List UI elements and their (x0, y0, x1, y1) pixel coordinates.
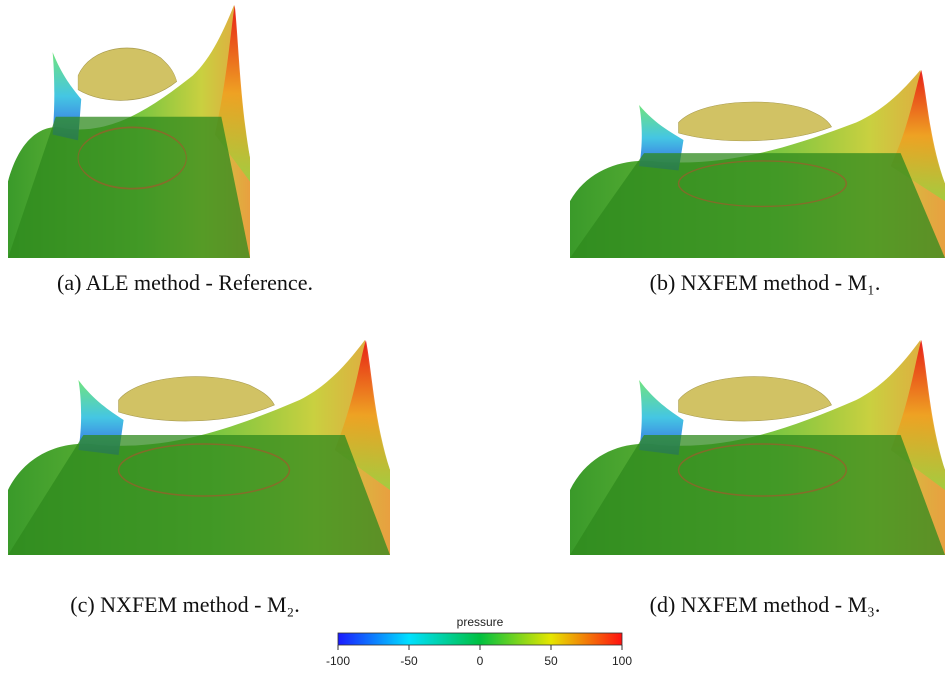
plane (570, 435, 945, 555)
caption: (a) ALE method - Reference. (57, 270, 313, 295)
panel-image (570, 340, 945, 555)
colorbar-tick-label: 0 (477, 654, 484, 668)
panels (8, 5, 945, 555)
structure (678, 376, 832, 422)
panel-image (8, 5, 251, 258)
interface (77, 126, 187, 190)
plane (8, 116, 251, 258)
caption: (d) NXFEM method - M₃. (650, 592, 881, 617)
colorbar-tick-label: 100 (612, 654, 632, 668)
colorbar-tick-label: 50 (544, 654, 558, 668)
interface (677, 160, 848, 208)
panel-image (8, 340, 391, 555)
plane (8, 435, 391, 555)
panel-image (570, 70, 945, 258)
colorbar-label: pressure (457, 615, 504, 629)
structure (77, 47, 178, 101)
caption: (c) NXFEM method - M₂. (70, 592, 299, 617)
structure (118, 376, 275, 422)
colorbar-bar (337, 632, 623, 646)
structure (678, 101, 832, 142)
colorbar-tick-label: -100 (326, 654, 350, 668)
interface (677, 443, 848, 497)
plane (570, 153, 945, 258)
colorbar: pressure -100 -50 0 50 100 (326, 615, 632, 668)
caption: (b) NXFEM method - M₁. (650, 270, 881, 295)
colorbar-tick-label: -50 (400, 654, 418, 668)
interface (117, 443, 291, 497)
